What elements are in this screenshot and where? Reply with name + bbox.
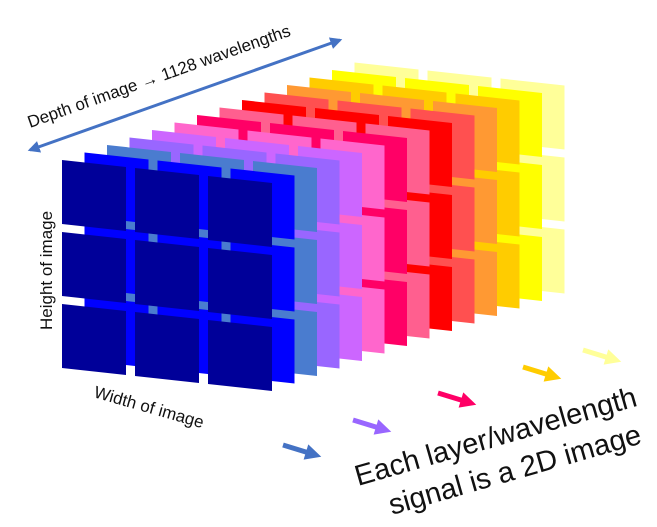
layer-tile xyxy=(208,320,272,391)
layer-tile xyxy=(135,240,199,311)
layer-navy xyxy=(62,160,272,391)
layer-tile xyxy=(62,304,126,375)
layer-tile xyxy=(208,248,272,319)
yellow-direction-arrow xyxy=(582,347,622,365)
layer-tile xyxy=(135,168,199,239)
layer-tile xyxy=(208,176,272,247)
crimson-direction-arrow xyxy=(437,390,477,408)
direction-arrows xyxy=(282,347,622,460)
layer-tile xyxy=(62,160,126,231)
height-label: Height of image xyxy=(37,211,56,330)
blue-direction-arrow xyxy=(282,442,322,460)
layer-tile xyxy=(135,312,199,383)
width-label: Width of image xyxy=(92,383,206,433)
layer-tile xyxy=(62,232,126,303)
purple-direction-arrow xyxy=(352,417,392,435)
depth-double-arrow xyxy=(27,37,343,153)
gold-direction-arrow xyxy=(522,364,562,382)
wavelength-layers xyxy=(62,62,565,391)
